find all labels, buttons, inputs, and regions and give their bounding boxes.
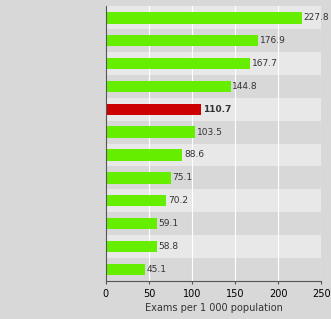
Bar <box>106 189 321 212</box>
Bar <box>106 172 170 183</box>
Bar <box>106 52 321 75</box>
Bar <box>106 258 321 281</box>
Text: 70.2: 70.2 <box>168 196 188 205</box>
Bar <box>106 81 230 92</box>
Bar <box>106 6 321 29</box>
Bar <box>106 75 321 98</box>
Text: 88.6: 88.6 <box>184 151 204 160</box>
Text: 45.1: 45.1 <box>146 265 166 274</box>
Bar <box>106 29 321 52</box>
Bar <box>106 35 258 46</box>
Bar <box>106 98 321 121</box>
Bar <box>106 235 321 258</box>
Bar <box>106 241 157 252</box>
Bar <box>106 58 250 69</box>
Text: 110.7: 110.7 <box>203 105 231 114</box>
Text: 167.7: 167.7 <box>252 59 278 68</box>
Bar <box>106 212 321 235</box>
Text: 227.8: 227.8 <box>304 13 329 22</box>
X-axis label: Exams per 1 000 population: Exams per 1 000 population <box>145 303 282 313</box>
Text: 144.8: 144.8 <box>232 82 258 91</box>
Text: 176.9: 176.9 <box>260 36 286 45</box>
Text: 58.8: 58.8 <box>158 242 178 251</box>
Bar <box>106 263 145 275</box>
Bar <box>106 149 182 161</box>
Bar <box>106 195 166 206</box>
Bar <box>106 126 195 138</box>
Text: 59.1: 59.1 <box>159 219 179 228</box>
Bar <box>106 104 201 115</box>
Bar <box>106 12 302 24</box>
Text: 75.1: 75.1 <box>172 173 192 182</box>
Bar <box>106 218 157 229</box>
Bar <box>106 167 321 189</box>
Bar <box>106 144 321 167</box>
Text: 103.5: 103.5 <box>197 128 222 137</box>
Bar <box>106 121 321 144</box>
